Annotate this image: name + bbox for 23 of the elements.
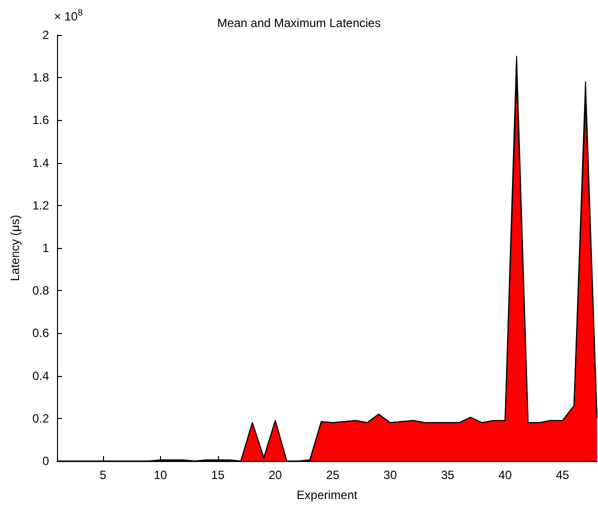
y-tick-label: 0.2 <box>32 411 50 426</box>
x-tick-label: 10 <box>154 468 168 482</box>
x-axis-title: Experiment <box>296 488 358 502</box>
x-tick-label: 15 <box>211 468 225 482</box>
y-tick-label: 1.6 <box>32 113 50 128</box>
x-tick-label: 40 <box>498 468 512 482</box>
x-tick-label: 30 <box>384 468 398 482</box>
y-tick-label: 0.8 <box>32 284 50 298</box>
x-tick-label: 20 <box>268 468 282 482</box>
y-tick-label: 1.2 <box>32 198 50 212</box>
x-tick-label: 35 <box>440 468 455 482</box>
y-tick-label: 0.6 <box>32 326 50 340</box>
y-axis-title: Latency (μs) <box>8 214 22 282</box>
y-tick-label: 2 <box>42 28 50 42</box>
y-tick-label: 0 <box>42 454 50 468</box>
y-tick-label: 1.4 <box>32 156 50 170</box>
x-tick-label: 5 <box>100 468 107 482</box>
y-tick-label: 0.4 <box>32 368 50 383</box>
x-tick-label: 45 <box>556 468 570 482</box>
x-tick-label: 25 <box>326 468 340 482</box>
chart-title: Mean and Maximum Latencies <box>217 16 381 30</box>
y-tick-label: 1.8 <box>32 70 50 85</box>
y-tick-label: 1 <box>42 241 50 255</box>
